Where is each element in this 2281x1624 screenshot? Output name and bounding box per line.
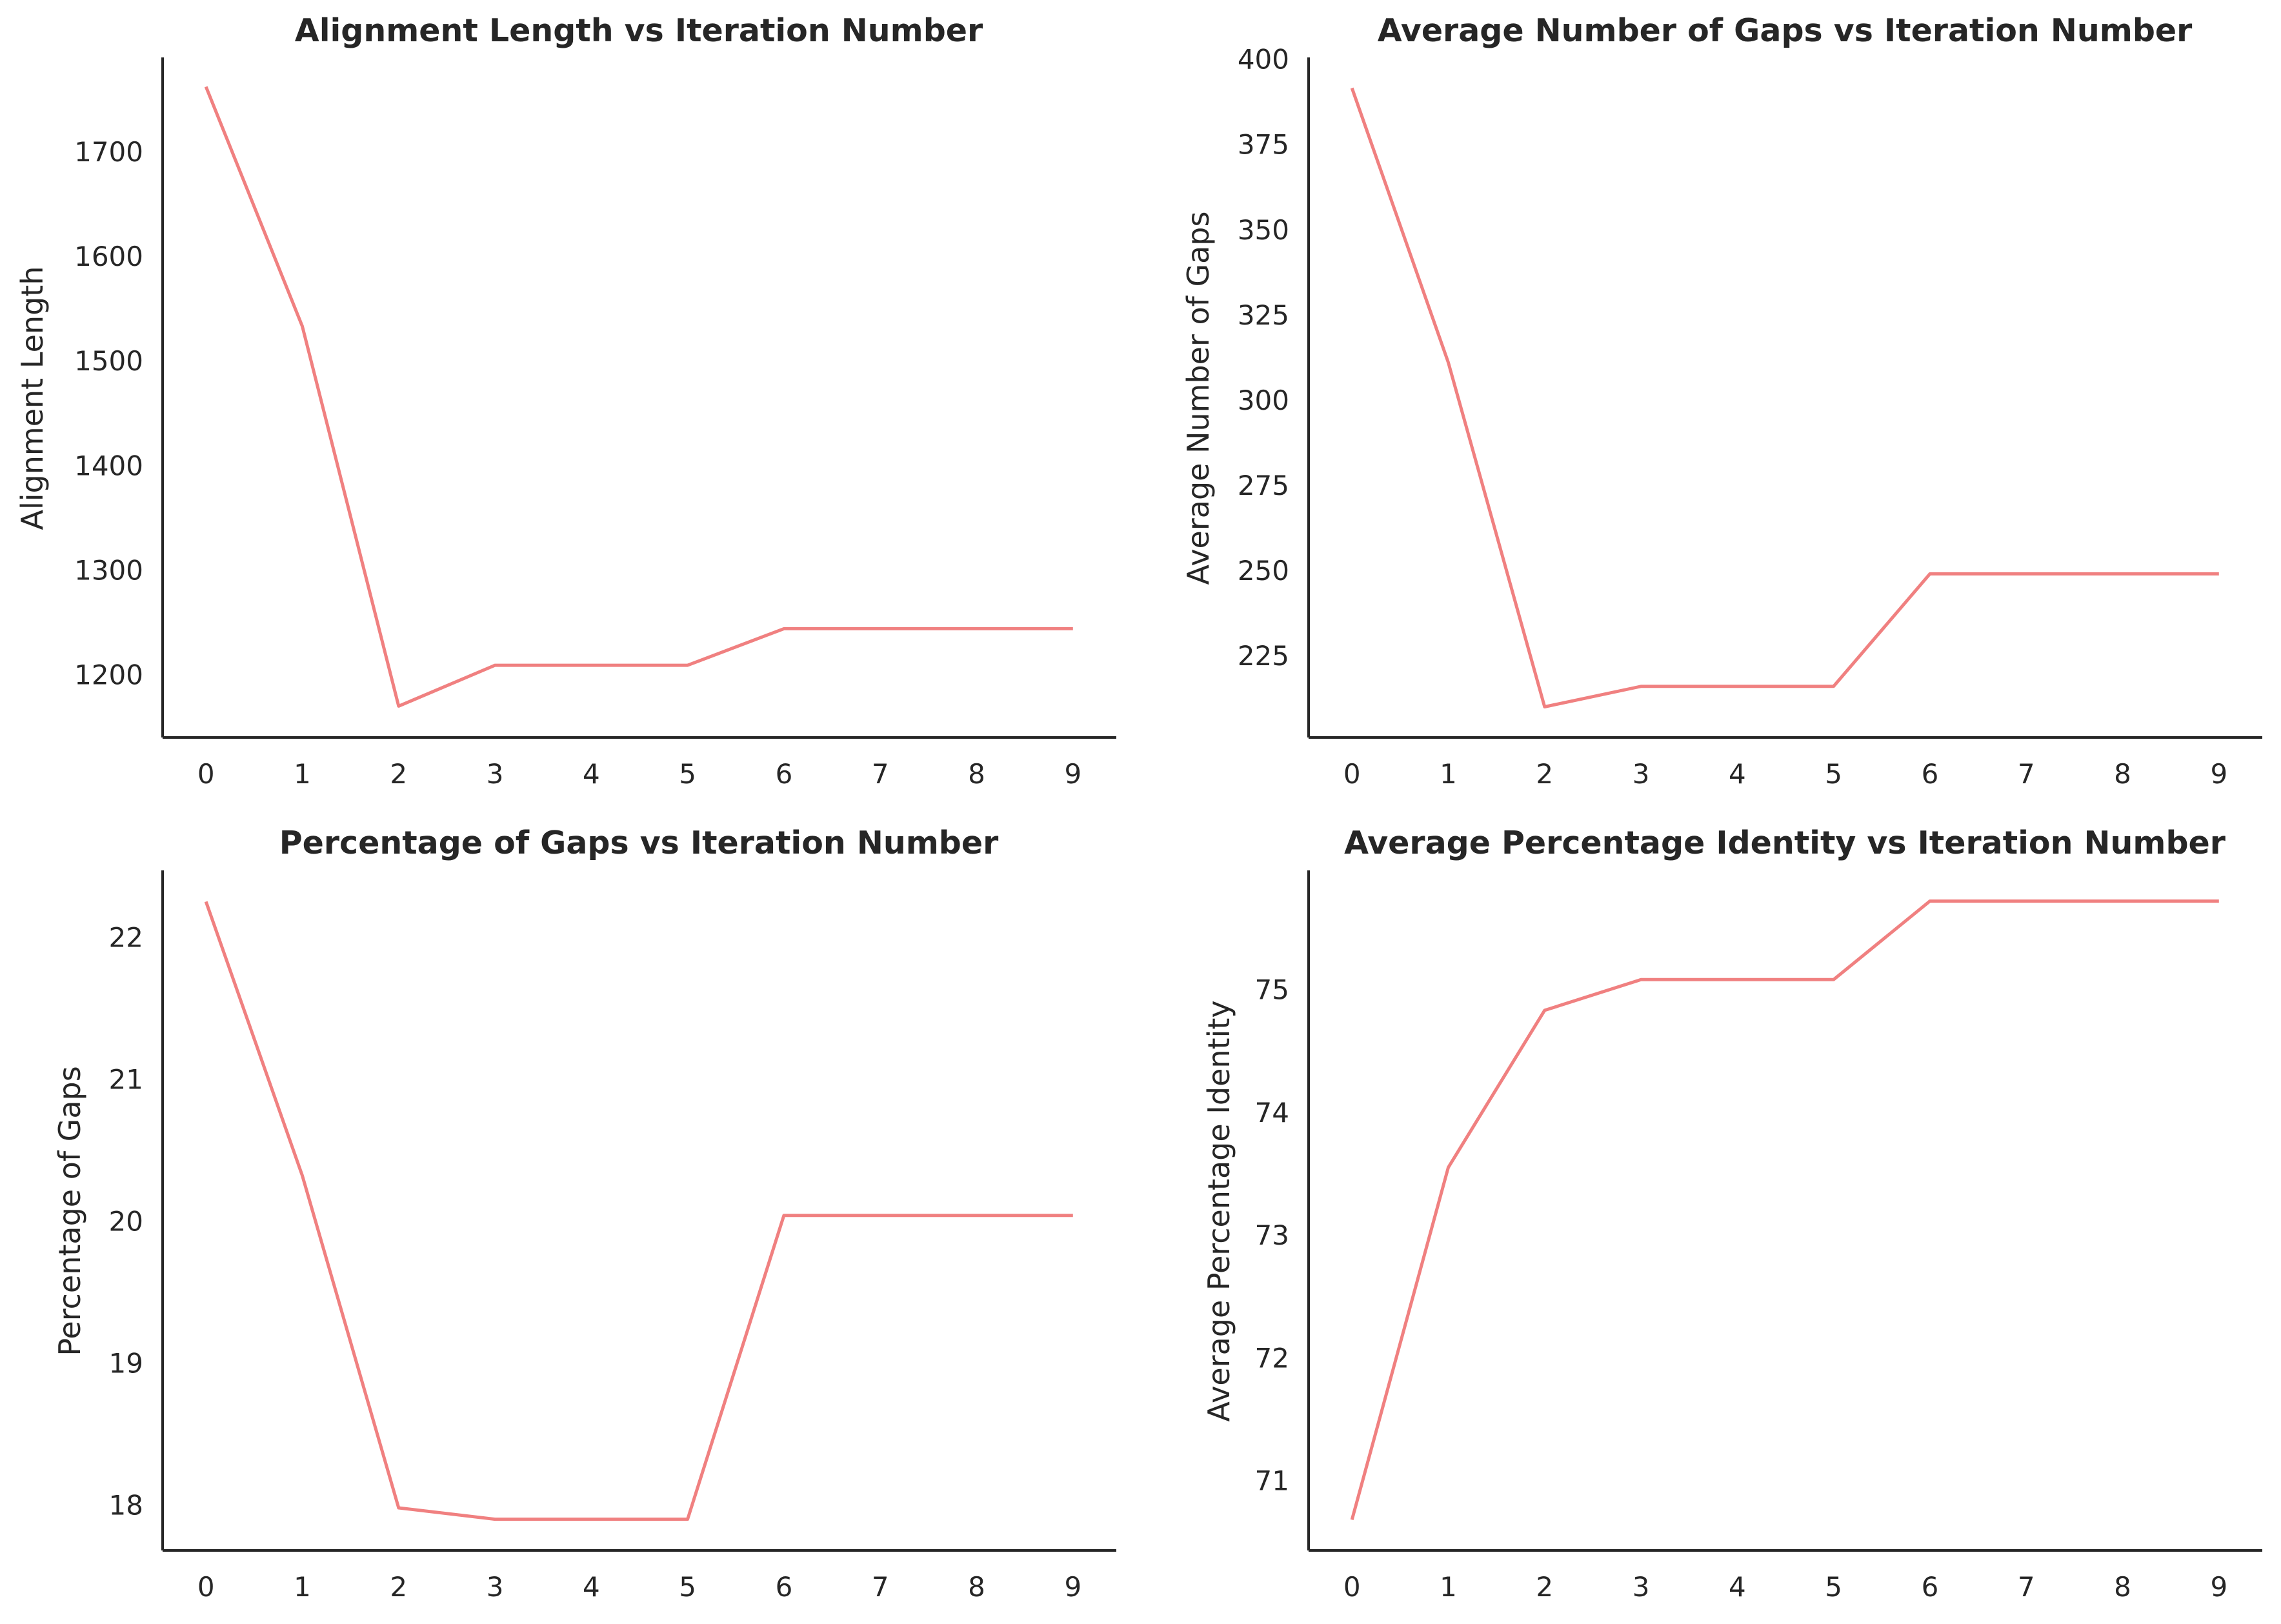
series-line — [204, 86, 1073, 708]
x-tick-label: 0 — [1343, 1571, 1361, 1603]
panel-alignment-length: Alignment Length vs Iteration Number Ali… — [15, 12, 1116, 790]
x-tick-label: 6 — [1922, 758, 1939, 790]
y-tick-label: 19 — [109, 1348, 143, 1379]
chart-title: Average Percentage Identity vs Iteration… — [1344, 825, 2226, 861]
x-tick-label: 1 — [1440, 758, 1457, 790]
y-tick-labels: 71 72 73 74 75 — [1255, 974, 1289, 1497]
x-tick-label: 8 — [2114, 1571, 2131, 1603]
x-tick-label: 9 — [2210, 1571, 2227, 1603]
x-tick-label: 9 — [2210, 758, 2227, 790]
x-tick-label: 3 — [1633, 1571, 1650, 1603]
y-tick-labels: 18 19 20 21 22 — [109, 921, 143, 1521]
x-tick-label: 7 — [872, 1571, 889, 1603]
y-tick-label: 300 — [1238, 385, 1289, 416]
y-tick-labels: 1200 1300 1400 1500 1600 1700 — [74, 136, 143, 691]
panel-average-percentage-identity: Average Percentage Identity vs Iteration… — [1201, 825, 2262, 1603]
y-axis-label: Alignment Length — [15, 266, 50, 530]
x-tick-label: 6 — [776, 1571, 793, 1603]
x-tick-label: 2 — [390, 758, 407, 790]
x-tick-label: 8 — [968, 1571, 985, 1603]
y-tick-label: 73 — [1255, 1219, 1289, 1251]
chart-title: Percentage of Gaps vs Iteration Number — [279, 825, 999, 861]
chart-title: Average Number of Gaps vs Iteration Numb… — [1378, 12, 2193, 49]
x-tick-label: 0 — [1343, 758, 1361, 790]
x-tick-label: 7 — [2018, 758, 2035, 790]
y-tick-label: 18 — [109, 1490, 143, 1521]
x-tick-label: 4 — [1729, 1571, 1746, 1603]
chart-title: Alignment Length vs Iteration Number — [295, 12, 983, 49]
x-tick-label: 3 — [487, 758, 504, 790]
x-tick-label: 9 — [1064, 1571, 1081, 1603]
x-tick-label: 4 — [583, 758, 600, 790]
y-tick-label: 1400 — [74, 450, 143, 481]
panel-average-number-of-gaps: Average Number of Gaps vs Iteration Numb… — [1181, 12, 2262, 790]
x-tick-label: 7 — [2018, 1571, 2035, 1603]
x-tick-label: 1 — [294, 1571, 311, 1603]
y-tick-label: 275 — [1238, 470, 1289, 501]
series-line — [1350, 899, 2219, 1521]
x-tick-label: 7 — [872, 758, 889, 790]
y-tick-label: 225 — [1238, 640, 1289, 672]
x-tick-label: 5 — [1825, 1571, 1842, 1603]
x-tick-label: 3 — [1633, 758, 1650, 790]
x-tick-label: 9 — [1064, 758, 1081, 790]
x-tick-label: 5 — [679, 1571, 696, 1603]
x-tick-label: 4 — [1729, 758, 1746, 790]
y-tick-label: 400 — [1238, 44, 1289, 75]
x-tick-labels: 0 1 2 3 4 5 6 7 8 9 — [197, 758, 1081, 790]
x-tick-label: 3 — [487, 1571, 504, 1603]
y-tick-label: 375 — [1238, 129, 1289, 161]
y-tick-label: 20 — [109, 1206, 143, 1238]
x-tick-label: 2 — [1536, 1571, 1553, 1603]
y-axis-label: Average Percentage Identity — [1201, 1000, 1236, 1421]
y-tick-label: 350 — [1238, 214, 1289, 246]
x-tick-label: 8 — [2114, 758, 2131, 790]
y-axis-label: Average Number of Gaps — [1181, 212, 1216, 585]
x-tick-labels: 0 1 2 3 4 5 6 7 8 9 — [197, 1571, 1081, 1603]
x-tick-label: 6 — [776, 758, 793, 790]
y-tick-label: 74 — [1255, 1097, 1289, 1128]
series-line — [204, 901, 1073, 1521]
x-tick-labels: 0 1 2 3 4 5 6 7 8 9 — [1343, 758, 2227, 790]
y-tick-label: 325 — [1238, 299, 1289, 331]
y-tick-label: 75 — [1255, 974, 1289, 1006]
y-tick-label: 1300 — [74, 555, 143, 586]
y-tick-label: 1600 — [74, 241, 143, 272]
y-tick-label: 22 — [109, 921, 143, 953]
x-tick-label: 0 — [197, 1571, 215, 1603]
y-tick-label: 250 — [1238, 555, 1289, 586]
x-tick-label: 8 — [968, 758, 985, 790]
x-tick-label: 0 — [197, 758, 215, 790]
y-tick-label: 1500 — [74, 345, 143, 377]
x-tick-label: 5 — [1825, 758, 1842, 790]
panel-percentage-of-gaps: Percentage of Gaps vs Iteration Number P… — [52, 825, 1116, 1603]
x-tick-label: 1 — [294, 758, 311, 790]
y-axis-label: Percentage of Gaps — [52, 1066, 87, 1356]
x-tick-label: 1 — [1440, 1571, 1457, 1603]
x-tick-label: 2 — [390, 1571, 407, 1603]
x-tick-label: 2 — [1536, 758, 1553, 790]
y-tick-label: 1700 — [74, 136, 143, 168]
y-tick-label: 1200 — [74, 659, 143, 691]
x-tick-label: 6 — [1922, 1571, 1939, 1603]
y-tick-label: 71 — [1255, 1465, 1289, 1497]
series-line — [1350, 87, 2219, 708]
x-tick-label: 5 — [679, 758, 696, 790]
x-tick-labels: 0 1 2 3 4 5 6 7 8 9 — [1343, 1571, 2227, 1603]
y-tick-labels: 225 250 275 300 325 350 375 400 — [1238, 44, 1289, 672]
y-tick-label: 21 — [109, 1063, 143, 1095]
y-tick-label: 72 — [1255, 1342, 1289, 1374]
x-tick-label: 4 — [583, 1571, 600, 1603]
